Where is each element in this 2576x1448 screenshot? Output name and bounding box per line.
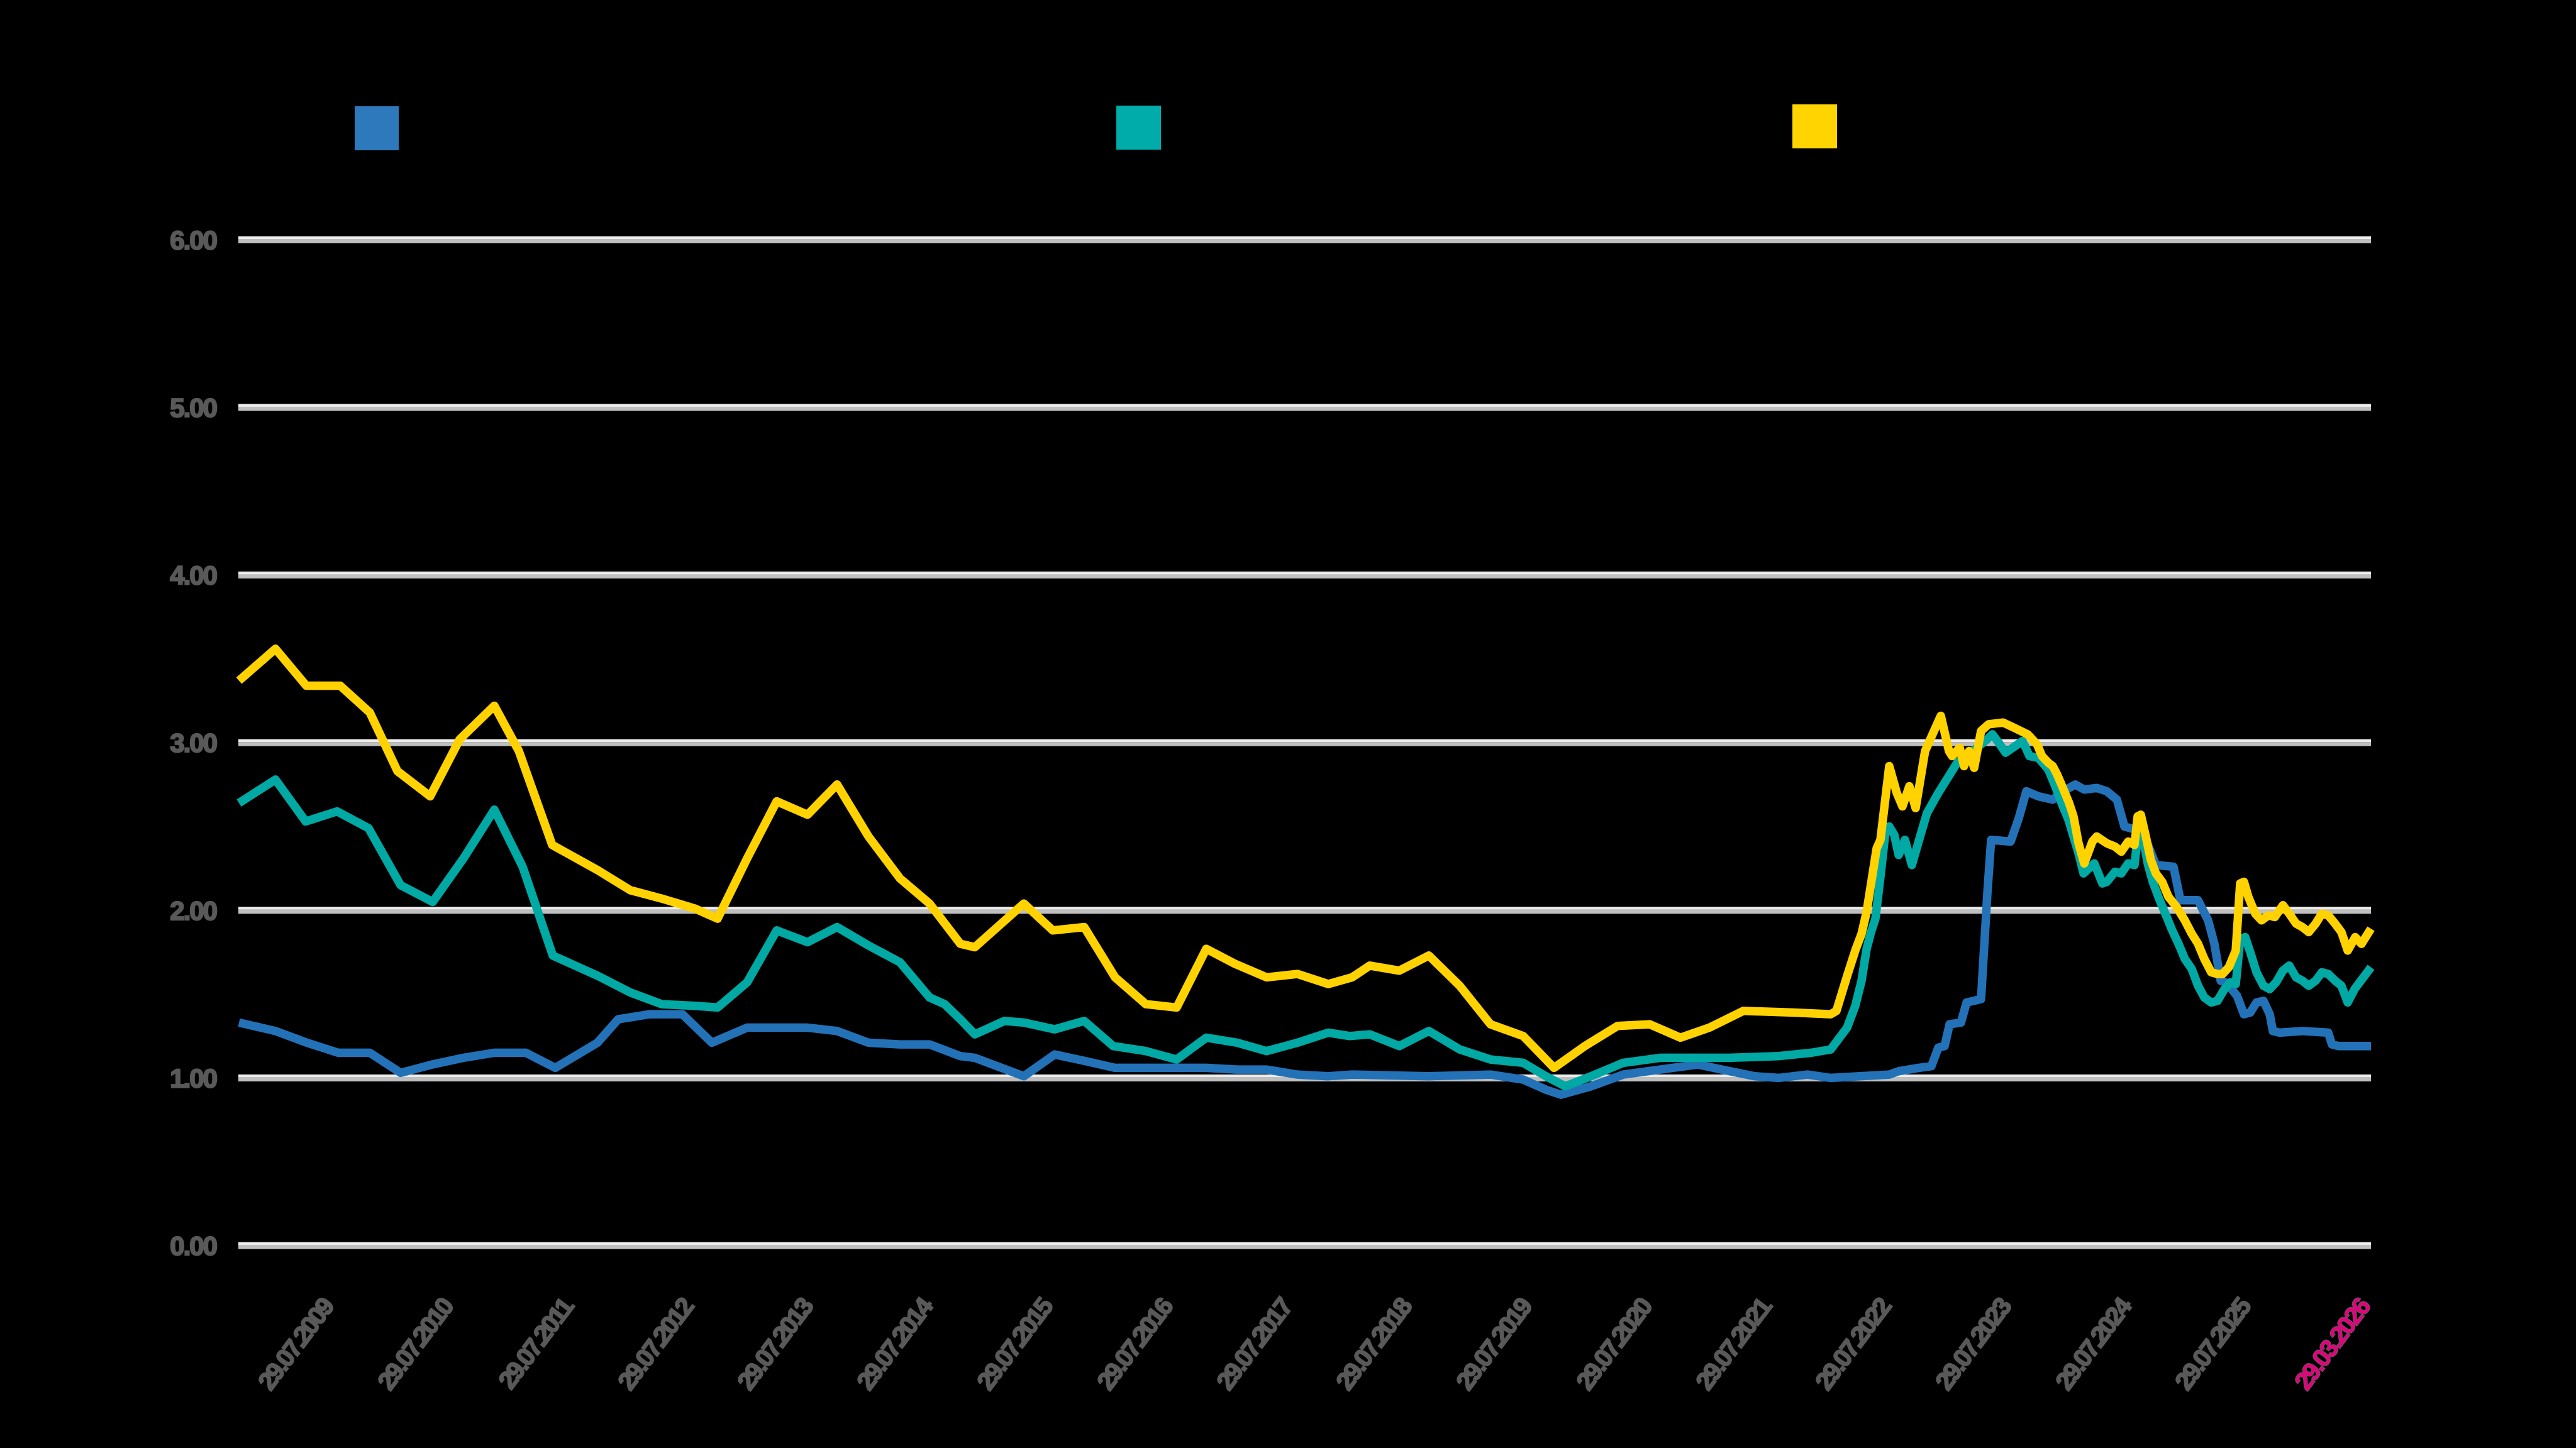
svg-text:0.00: 0.00 [170, 1231, 216, 1261]
svg-text:4.00: 4.00 [170, 561, 216, 590]
svg-text:1.00: 1.00 [170, 1063, 216, 1093]
svg-text:6.00: 6.00 [170, 225, 216, 255]
svg-text:3.00: 3.00 [170, 728, 216, 758]
svg-text:2.00: 2.00 [170, 896, 216, 926]
svg-text:5.00: 5.00 [170, 393, 216, 423]
